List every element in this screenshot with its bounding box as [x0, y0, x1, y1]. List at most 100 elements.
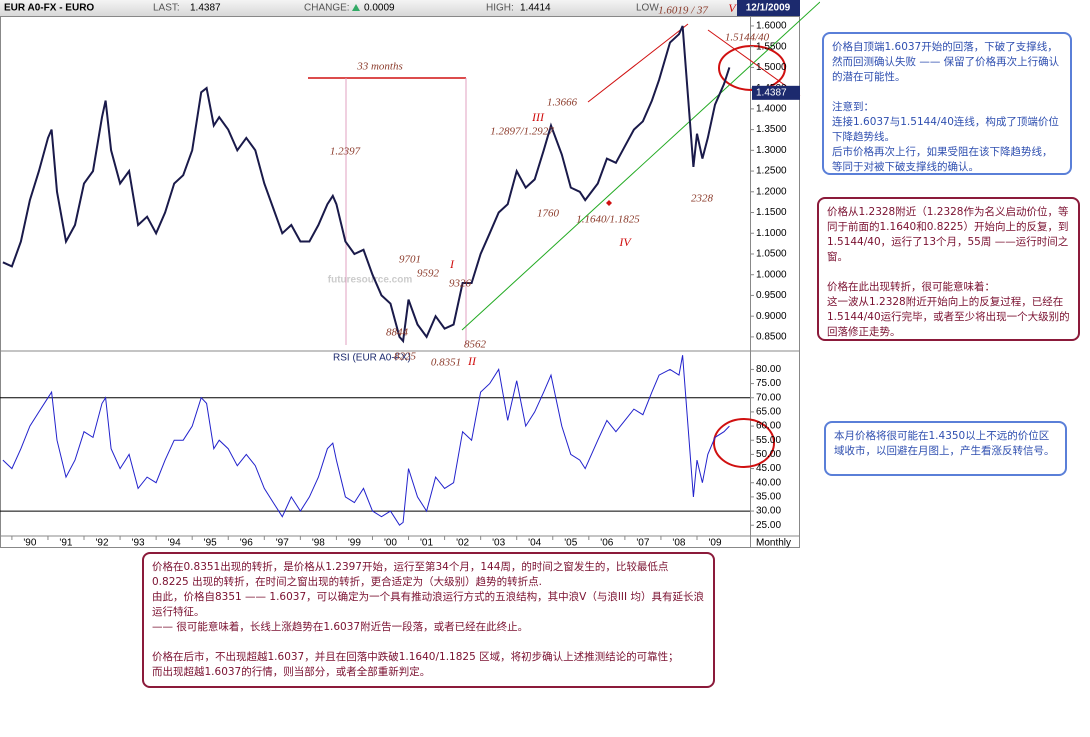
last-label: LAST:: [153, 3, 180, 14]
support-line: [461, 1, 820, 331]
y-tick-label: 1.0500: [756, 249, 787, 260]
note-text: 这一波从1.2328附近开始向上的反复过程，已经在1.5144/40运行完毕，或…: [827, 296, 1070, 338]
last-marker-label: 1.4387: [756, 87, 787, 98]
annotation: 0.8351: [431, 357, 461, 369]
x-tick-label: '91: [59, 538, 72, 549]
y-tick-label: 60.00: [756, 421, 781, 432]
note-text: 后市价格再次上行，如果受阻在该下降趋势线，等同于对被下破支撑线的确认。: [832, 146, 1053, 173]
price-line: [2, 25, 731, 344]
y-tick-label: 35.00: [756, 492, 781, 503]
note-group: 本月价格将很可能在1.4350以上不远的价位区域收市，以回避在月图上，产生看涨反…: [834, 429, 1057, 459]
y-tick-label: 30.00: [756, 506, 781, 517]
change-value: 0.0009: [364, 3, 395, 14]
note-text: 注意到：: [832, 101, 874, 113]
x-tick-label: '00: [384, 538, 397, 549]
date-box: [737, 0, 800, 16]
note-box: 价格自顶端1.6037开始的回落，下破了支撑线，然而回测确认失败 —— 保留了价…: [822, 32, 1072, 175]
note-text: 价格在后市，不出现超越1.6037，并且在回落中跌破1.1640/1.1825 …: [152, 651, 679, 663]
y-tick-label: 1.3500: [756, 124, 787, 135]
y-tick-label: 0.9000: [756, 311, 787, 322]
annotation: 1.6019 / 37: [658, 5, 708, 17]
chart-frame: [0, 16, 800, 548]
note-group: 注意到： 连接1.6037与1.5144/40连线，构成了顶端价位下降趋势线。 后市…: [832, 100, 1062, 175]
annotation: 1.3666: [547, 97, 578, 109]
annotation: 9701: [399, 254, 421, 266]
trend-line: [587, 23, 689, 103]
x-tick-label: '06: [600, 538, 613, 549]
note-text: 价格在0.8351出现的转折，是价格从1.2397开始，运行至第34个月，144…: [152, 561, 669, 588]
x-tick-label: '90: [23, 538, 36, 549]
y-tick-label: 1.0000: [756, 269, 787, 280]
annotation: 8225: [394, 351, 417, 363]
annotation: 1.1640/1.1825: [576, 214, 640, 226]
annotation: 9326: [449, 278, 472, 290]
watermark: futuresource.com: [328, 275, 413, 286]
annotation: 9592: [417, 268, 440, 280]
high-value: 1.4414: [520, 3, 551, 14]
annotation: II: [467, 354, 477, 368]
note-text: 价格从1.2328附近（1.2328作为名义启动价位，等同于前面的1.1640和…: [827, 206, 1069, 263]
y-tick-label: 55.00: [756, 435, 781, 446]
y-tick-label: 1.5000: [756, 62, 787, 73]
x-tick-label: '96: [240, 538, 253, 549]
pivot-marker: [606, 200, 612, 206]
y-tick-label: 1.1500: [756, 207, 787, 218]
header-bar: [0, 0, 800, 16]
x-tick-label: '94: [168, 538, 181, 549]
y-tick-label: 0.9500: [756, 290, 787, 301]
x-tick-label: '07: [636, 538, 649, 549]
y-tick-label: 80.00: [756, 364, 781, 375]
y-tick-label: 75.00: [756, 378, 781, 389]
annotation: 1.5144/40: [725, 32, 770, 44]
note-box: 本月价格将很可能在1.4350以上不远的价位区域收市，以回避在月图上，产生看涨反…: [824, 421, 1067, 476]
annotation: 8562: [464, 339, 487, 351]
y-tick-label: 40.00: [756, 477, 781, 488]
note-text: 价格在此出现转折，很可能意味着：: [827, 281, 995, 293]
x-tick-label: '99: [348, 538, 361, 549]
y-tick-label: 65.00: [756, 407, 781, 418]
x-tick-label: '04: [528, 538, 541, 549]
note-text: 连接1.6037与1.5144/40连线，构成了顶端价位下降趋势线。: [832, 116, 1059, 143]
y-tick-label: 50.00: [756, 449, 781, 460]
note-text: 本月价格将很可能在1.4350以上不远的价位区域收市，以回避在月图上，产生看涨反…: [834, 430, 1055, 457]
x-tick-label: '92: [95, 538, 108, 549]
y-tick-label: 1.5500: [756, 41, 787, 52]
y-tick-label: 45.00: [756, 463, 781, 474]
x-axis-label: Monthly: [756, 538, 791, 549]
y-tick-label: 1.3000: [756, 145, 787, 156]
y-tick-label: 1.6000: [756, 21, 787, 32]
note-group: 价格在后市，不出现超越1.6037，并且在回落中跌破1.1640/1.1825 …: [152, 650, 705, 680]
trend-line: [707, 29, 801, 97]
y-tick-label: 70.00: [756, 392, 781, 403]
last-value: 1.4387: [190, 3, 221, 14]
annotation: III: [531, 110, 545, 124]
x-tick-label: '02: [456, 538, 469, 549]
annotation: V: [728, 1, 737, 15]
annotation: 1.2897/1.2927: [490, 126, 554, 138]
note-box: 价格在0.8351出现的转折，是价格从1.2397开始，运行至第34个月，144…: [142, 552, 715, 688]
y-tick-label: 0.8500: [756, 332, 787, 343]
x-tick-label: '97: [276, 538, 289, 549]
annotation: 1760: [537, 208, 560, 220]
date: 12/1/2009: [746, 3, 791, 14]
rsi-line: [2, 355, 730, 526]
symbol: EUR A0-FX - EURO: [4, 3, 94, 14]
annotation: 8844: [386, 327, 409, 339]
x-tick-label: '95: [204, 538, 217, 549]
rsi-title: RSI (EUR A0-FX): [333, 353, 411, 364]
up-arrow: [352, 4, 360, 11]
annotation: IV: [618, 235, 632, 249]
x-tick-label: '05: [564, 538, 577, 549]
y-tick-label: 25.00: [756, 520, 781, 531]
note-text: —— 很可能意味着，长线上涨趋势在1.6037附近告一段落，或者已经在此终止。: [152, 621, 529, 633]
note-text: 价格自顶端1.6037开始的回落，下破了支撑线，然而回测确认失败 —— 保留了价…: [832, 41, 1060, 83]
annotation: 1.2397: [330, 146, 361, 158]
annotation: 2328: [691, 193, 714, 205]
x-tick-label: '93: [132, 538, 145, 549]
x-tick-label: '03: [492, 538, 505, 549]
note-box: 价格从1.2328附近（1.2328作为名义启动价位，等同于前面的1.1640和…: [817, 197, 1080, 341]
y-tick-label: 1.4000: [756, 104, 787, 115]
x-tick-label: '08: [672, 538, 685, 549]
note-group: 价格自顶端1.6037开始的回落，下破了支撑线，然而回测确认失败 —— 保留了价…: [832, 40, 1062, 85]
